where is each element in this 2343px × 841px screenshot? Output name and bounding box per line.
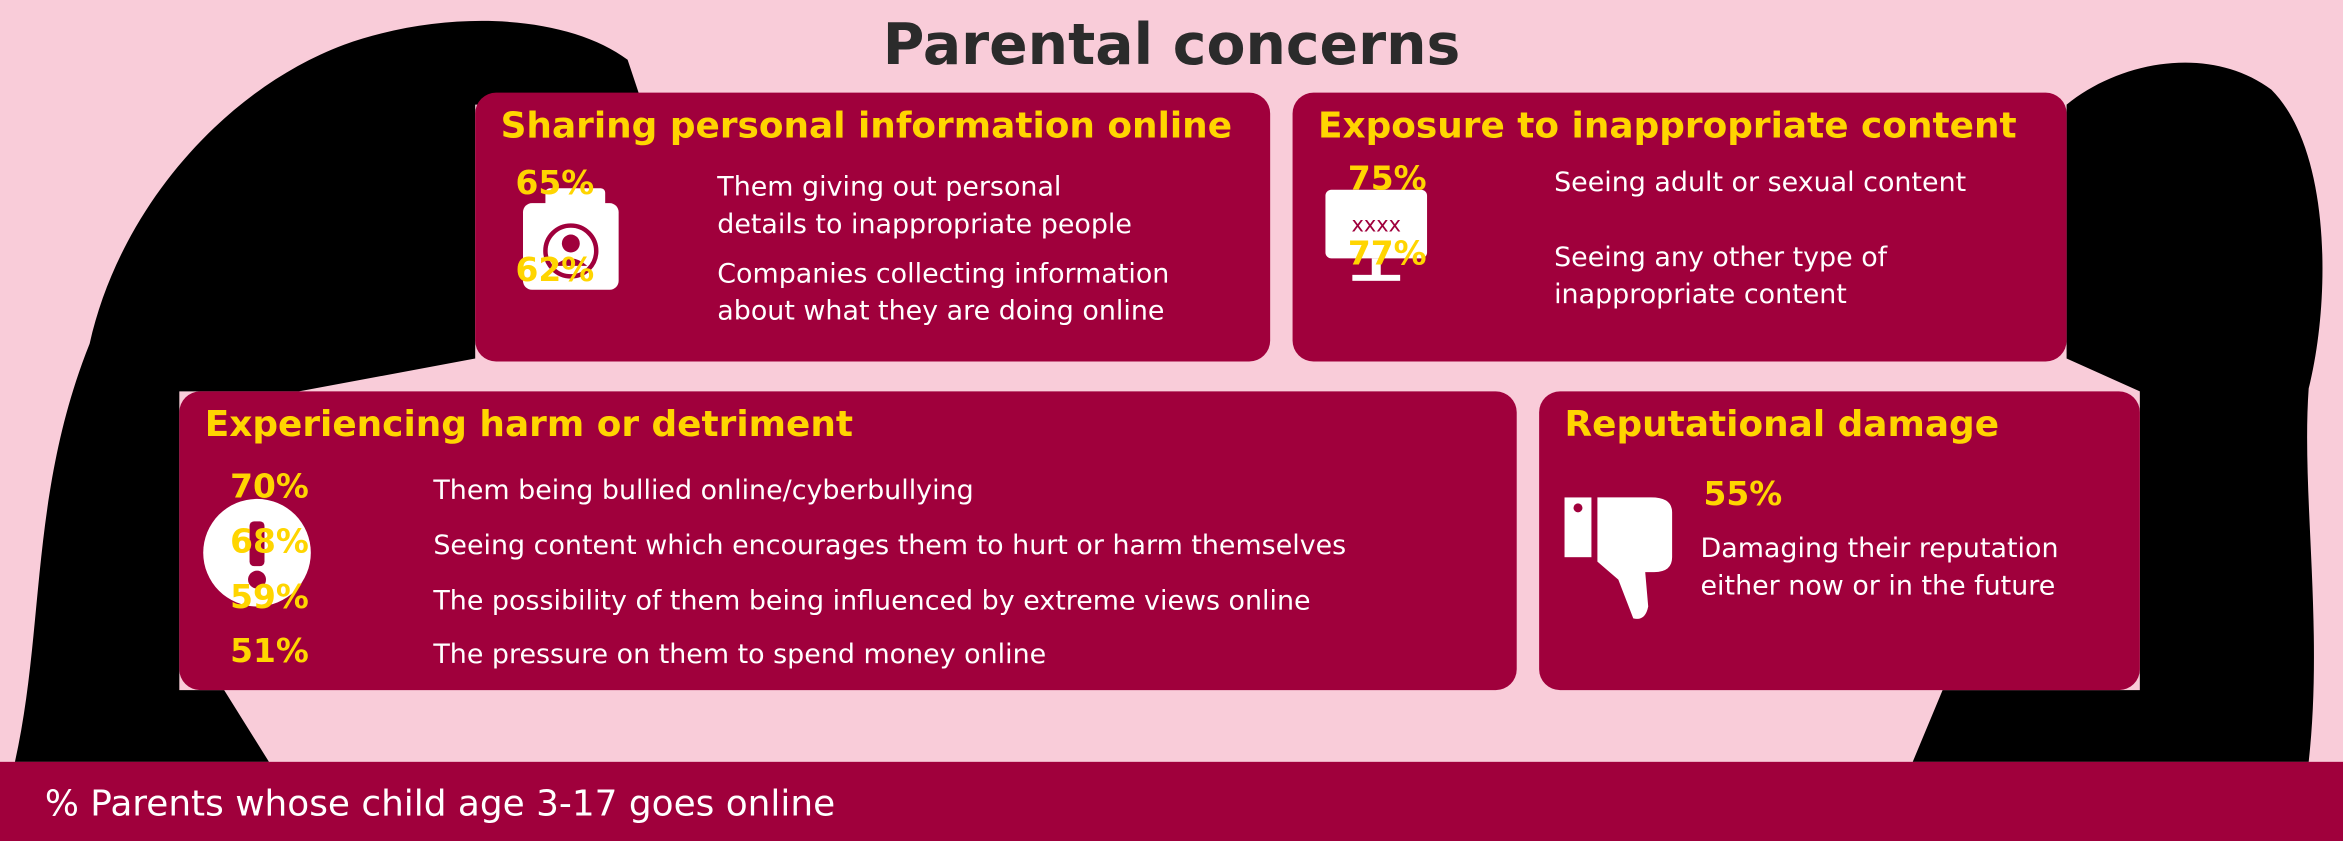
concern-text: Them giving out personal: [717, 171, 1062, 204]
footer-text: % Parents whose child age 3-17 goes onli…: [44, 782, 836, 825]
right-silhouette: [1912, 62, 2323, 762]
concern-text: Damaging their reputation: [1700, 533, 2059, 565]
percentage: 59%: [230, 579, 309, 617]
percentage: 77%: [1347, 236, 1427, 274]
panel-heading: Exposure to inappropriate content: [1317, 104, 2017, 147]
left-silhouette: [14, 20, 643, 762]
concern-text: Companies collecting information: [717, 258, 1170, 290]
percentage: 75%: [1347, 161, 1427, 199]
title: Parental concerns: [882, 11, 1461, 78]
panel: Experiencing harm or detriment 70% Them be…: [179, 391, 1517, 691]
panel-icon: [1564, 497, 1673, 619]
percentage: 62%: [515, 252, 595, 290]
percentage: 65%: [515, 165, 595, 204]
concern-text: Seeing any other type of: [1554, 241, 1888, 274]
concern-text: either now or in the future: [1700, 570, 2056, 603]
percentage: 70%: [230, 469, 309, 507]
concern-text: about what they are doing online: [717, 295, 1165, 328]
concern-text: Them being bullied online/cyberbullying: [433, 475, 974, 507]
panel-icon: [523, 188, 619, 290]
panel-icon: [203, 498, 311, 607]
concern-text: inappropriate content: [1554, 279, 1847, 311]
panel-heading: Sharing personal information online: [500, 104, 1233, 147]
concern-text: Seeing adult or sexual content: [1554, 167, 1967, 199]
percentage: 55%: [1703, 476, 1783, 514]
percentage: 51%: [230, 633, 309, 671]
panel: Exposure to inappropriate content xxxx 75%…: [1292, 92, 2067, 362]
panel-heading: Experiencing harm or detriment: [204, 403, 853, 446]
percentage: 68%: [230, 524, 309, 562]
panel: Reputational damage 55% Damaging their rep…: [1539, 391, 2140, 691]
svg-text:xxxx: xxxx: [1351, 213, 1401, 237]
panel-icon: xxxx: [1325, 189, 1428, 281]
concern-text: Seeing content which encourages them to …: [433, 530, 1347, 562]
concern-text: The pressure on them to spend money onli…: [433, 639, 1047, 671]
panel-heading: Reputational damage: [1564, 403, 2000, 446]
panel: Sharing personal information online 65% Th…: [475, 92, 1271, 362]
footer-bar: [0, 761, 2343, 841]
concern-text: details to inappropriate people: [717, 209, 1132, 241]
concern-text: The possibility of them being influenced…: [433, 585, 1311, 617]
